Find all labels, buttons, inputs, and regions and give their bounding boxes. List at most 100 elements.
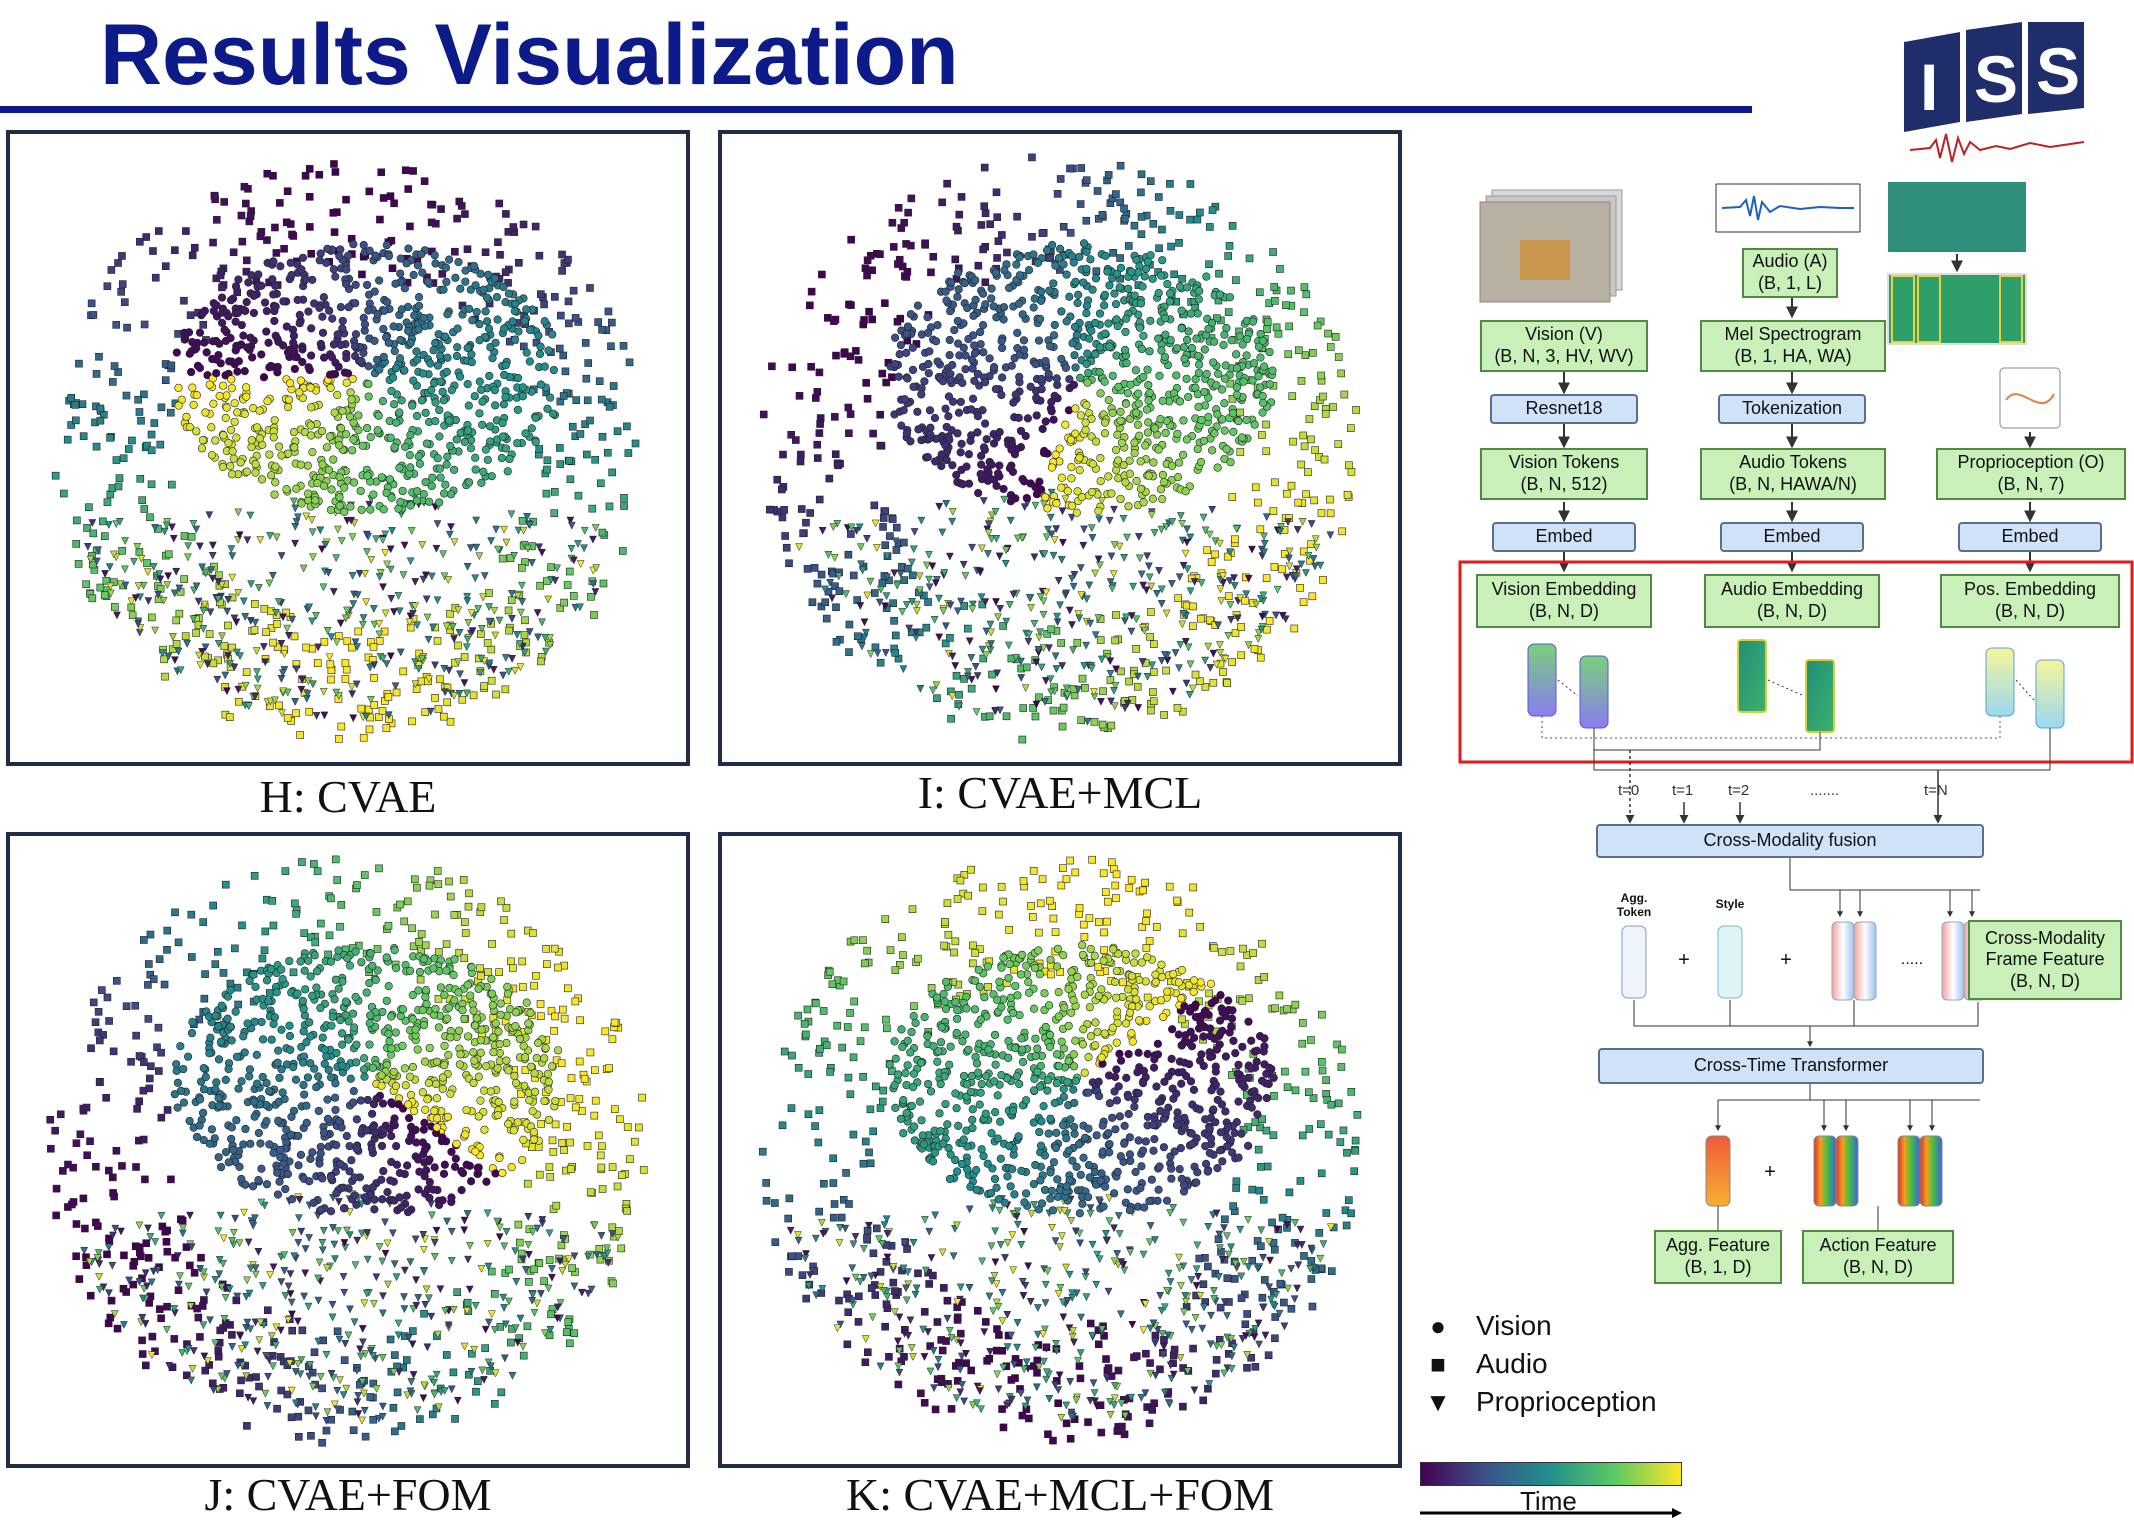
vision-point: [985, 354, 994, 363]
proprioception-point: [358, 620, 367, 629]
vision-point: [966, 436, 975, 445]
vision-point: [1082, 301, 1092, 310]
vision-point: [370, 287, 379, 296]
vision-point: [192, 427, 201, 436]
audio-point: [218, 283, 226, 292]
proprioception-point: [372, 1385, 381, 1393]
vision-point: [199, 1063, 208, 1073]
audio-point: [389, 1404, 398, 1412]
proprioception-point: [1291, 572, 1300, 581]
proprioception-point: [308, 617, 316, 626]
vision-point: [1186, 309, 1196, 318]
vision-point: [209, 399, 218, 408]
audio-point: [146, 930, 155, 939]
vision-point: [441, 480, 450, 489]
vision-point: [498, 418, 507, 428]
proprioception-point: [935, 594, 943, 603]
audio-point: [255, 1382, 263, 1391]
vision-point: [1026, 382, 1035, 391]
vision-point: [335, 472, 344, 482]
vision-point: [1029, 250, 1038, 259]
vision-point: [295, 319, 304, 328]
audio-point: [1189, 622, 1197, 631]
vision-point: [368, 1109, 377, 1118]
proprioception-point: [520, 540, 529, 549]
proprioception-point: [224, 596, 233, 604]
proprioception-point: [409, 609, 417, 618]
vision-point: [956, 448, 965, 457]
vision-point: [174, 401, 183, 410]
proprioception-point: [288, 615, 297, 624]
audio-point: [981, 209, 990, 218]
audio-point: [519, 1351, 528, 1360]
proprioception-point: [387, 594, 396, 603]
audio-point: [1262, 574, 1271, 582]
audio-point: [187, 532, 196, 541]
audio-point: [852, 347, 860, 355]
proprioception-point: [375, 630, 384, 639]
vision-point: [491, 338, 500, 347]
vision-point: [1007, 440, 1017, 449]
proprioception-point: [165, 1362, 174, 1370]
audio-point: [201, 970, 209, 978]
proprioception-point: [1129, 582, 1138, 591]
proprioception-point: [356, 1345, 364, 1354]
proprioception-point: [351, 1261, 360, 1270]
vision-point: [421, 477, 430, 487]
audio-point: [155, 227, 163, 235]
proprioception-point: [146, 1233, 155, 1241]
audio-point: [107, 1296, 116, 1305]
audio-point: [180, 296, 188, 305]
vision-point: [253, 423, 262, 432]
proprioception-point: [160, 527, 169, 536]
vision-point: [1015, 271, 1024, 280]
proprioception-point: [984, 529, 993, 537]
proprioception-point: [115, 517, 124, 526]
vision-point: [926, 430, 935, 439]
audio-point: [1028, 232, 1036, 241]
proprioception-point: [1145, 573, 1154, 582]
audio-point: [327, 675, 335, 684]
proprioception-point: [1309, 555, 1318, 563]
vision-point: [230, 417, 239, 426]
vision-point: [1045, 342, 1055, 351]
proprioception-point: [472, 516, 481, 525]
proprioception-point: [576, 560, 585, 569]
vision-point: [421, 408, 430, 417]
vision-point: [897, 421, 906, 430]
proprioception-point: [795, 543, 803, 552]
audio-point: [464, 902, 473, 911]
vision-point: [1183, 335, 1192, 345]
vision-point: [318, 1033, 327, 1042]
vision-point: [417, 250, 426, 259]
proprioception-point: [592, 564, 601, 573]
proprioception-point: [303, 690, 312, 699]
audio-point: [1299, 547, 1308, 556]
audio-point: [552, 1201, 561, 1210]
proprioception-point: [337, 537, 346, 546]
proprioception-point: [489, 666, 498, 674]
vision-point: [924, 359, 933, 369]
audio-point: [557, 311, 565, 320]
audio-point: [225, 713, 234, 722]
vision-point: [1067, 251, 1077, 261]
proprioception-point: [1095, 561, 1104, 570]
proprioception-point: [339, 1273, 348, 1281]
audio-point: [410, 875, 419, 884]
audio-point: [388, 264, 397, 273]
proprioception-point: [460, 1342, 469, 1351]
audio-point: [876, 658, 885, 667]
audio-point: [869, 429, 877, 438]
proprioception-point: [147, 1351, 156, 1360]
vision-point: [1141, 441, 1150, 450]
audio-point: [1231, 629, 1240, 637]
proprioception-point: [433, 596, 442, 605]
proprioception-point: [184, 1344, 193, 1353]
proprioception-point: [301, 1269, 310, 1278]
audio-point: [460, 954, 469, 963]
vision-point: [1175, 282, 1185, 291]
vision-point: [1150, 424, 1159, 433]
vision-point: [447, 1147, 456, 1156]
audio-point: [409, 942, 418, 951]
proprioception-point: [824, 551, 833, 559]
